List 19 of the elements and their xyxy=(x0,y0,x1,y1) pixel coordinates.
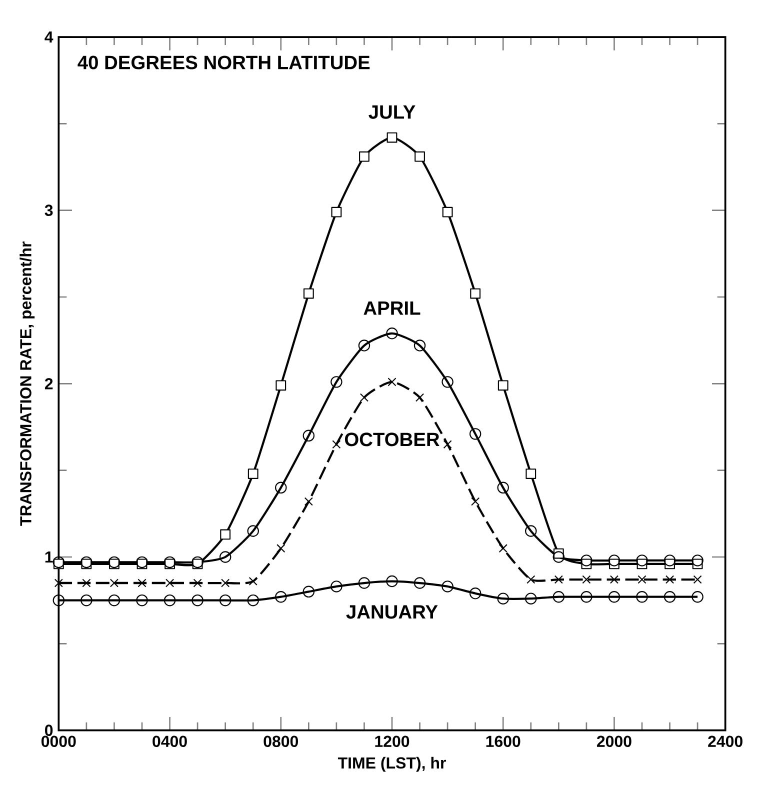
x-tick-label: 0000 xyxy=(41,736,76,748)
x-tick-label: 1600 xyxy=(486,736,520,748)
text: 40 DEGREES NORTH LATITUDE xyxy=(78,56,370,70)
x-axis-title: TIME (LST), hr xyxy=(338,756,446,772)
series-label: OCTOBER xyxy=(344,432,440,446)
series-label: JANUARY xyxy=(346,605,438,619)
y-axis-title: TRANSFORMATION RATE, percent/hr xyxy=(20,242,35,526)
x-tick-label: 2000 xyxy=(596,736,632,748)
x-tick-label: 0800 xyxy=(264,736,298,748)
y-tick-label: 0 xyxy=(45,724,53,736)
y-tick-label: 3 xyxy=(44,204,53,216)
x-tick-label: 0400 xyxy=(152,736,187,748)
y-tick-label: 4 xyxy=(44,32,54,43)
y-tick-label: 2 xyxy=(44,378,53,390)
series-label: JULY xyxy=(368,105,416,119)
y-tick-label: 1 xyxy=(45,552,53,563)
x-tick-label: 2400 xyxy=(708,736,742,748)
x-tick-label: 1200 xyxy=(375,736,410,748)
series-label: APRIL xyxy=(364,301,420,315)
